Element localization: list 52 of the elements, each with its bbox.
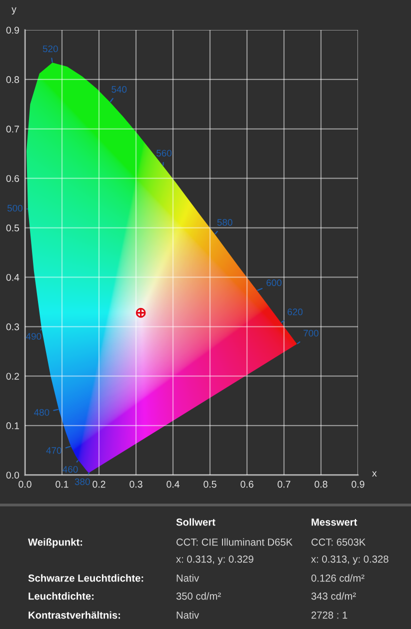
text: 350 cd/m² [176, 592, 221, 600]
text: Kontrastverhältnis: [28, 611, 120, 619]
y-tick-label: 0.6 [6, 175, 20, 182]
y-tick-label: 0.5 [6, 224, 20, 232]
y-tick-label: 0.4 [6, 274, 20, 281]
annotation: 380 [74, 478, 90, 486]
y-tick-label: 0.1 [6, 422, 19, 430]
x-tick-label: 0.7 [278, 480, 290, 488]
point [136, 308, 146, 318]
annotation: 560 [156, 150, 172, 157]
y-tick-label: 0.9 [6, 26, 19, 34]
annotation: 480 [34, 409, 50, 416]
x-tick-label: 0.8 [314, 480, 328, 488]
text: 2728 : 1 [312, 612, 348, 619]
y-axis-title: y [12, 7, 16, 15]
annotation: 600 [266, 279, 282, 286]
annotation: 460 [62, 466, 78, 473]
text: x: 0.313, y: 0.328 [311, 556, 388, 565]
y-tick-label: 0.8 [6, 76, 20, 84]
text: 343 cd/m² [311, 592, 356, 600]
x-tick-label: 0.9 [352, 480, 364, 488]
x-axis-title: x [372, 471, 377, 477]
y-tick-label: 0.3 [6, 323, 20, 330]
y-tick-label: 0.0 [6, 472, 20, 479]
x-tick-label: 0.1 [56, 480, 68, 488]
text: CCT: CIE Illuminant D65K [176, 538, 293, 546]
y-tick-label: 0.7 [6, 126, 19, 133]
text: Messwert [312, 518, 358, 526]
text: Schwarze Leuchtdichte: [28, 574, 144, 582]
x-tick-label: 0.2 [92, 480, 106, 488]
annotation: 500 [7, 204, 22, 212]
x-tick-label: 0.0 [18, 480, 32, 488]
x-tick-label: 0.4 [166, 480, 180, 488]
annotation: 700 [304, 330, 318, 337]
annotation: 470 [46, 447, 62, 454]
x-tick-label: 0.6 [240, 480, 254, 488]
text: Sollwert [176, 518, 216, 526]
text: CCT: 6503K [312, 538, 366, 546]
text: Nativ [176, 611, 200, 619]
text: Leuchtdichte: [28, 592, 94, 600]
x-tick-label: 0.5 [204, 480, 216, 488]
x-tick-label: 0.3 [130, 480, 142, 488]
annotation: 520 [42, 45, 58, 52]
text: 0.126 cd/m² [311, 574, 364, 582]
y-tick-label: 0.2 [6, 372, 19, 380]
text: Nativ [176, 574, 200, 582]
annotation: 540 [112, 86, 127, 93]
annotation: 620 [288, 308, 303, 316]
text: Weißpunkt: [28, 538, 82, 548]
annotation: 580 [217, 219, 232, 226]
annotation: 490 [26, 332, 42, 340]
text: x: 0.313, y: 0.329 [176, 556, 254, 565]
